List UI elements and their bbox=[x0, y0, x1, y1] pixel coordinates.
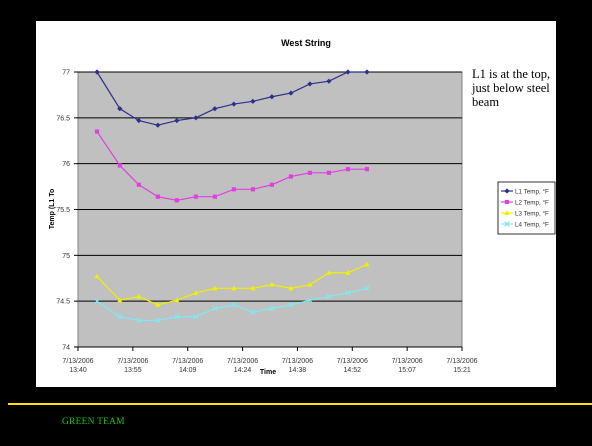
footer-label: GREEN TEAM bbox=[62, 417, 125, 427]
data-point-l2 bbox=[94, 129, 100, 134]
x-tick-label: 14:24 bbox=[234, 367, 252, 374]
x-axis-label: Time bbox=[260, 369, 276, 376]
data-point-l1 bbox=[269, 94, 275, 100]
data-point-l2 bbox=[364, 167, 370, 172]
data-point-l2 bbox=[193, 194, 198, 199]
x-tick-label: 7/13/2006 bbox=[227, 358, 258, 365]
annotation-text: L1 is at the top, just below steel beam bbox=[472, 67, 551, 109]
data-point-l4 bbox=[326, 293, 332, 300]
y-tick-label: 75 bbox=[62, 253, 70, 260]
data-point-l2 bbox=[212, 194, 217, 199]
y-tick-label: 74.5 bbox=[56, 299, 70, 306]
x-tick-label: 14:09 bbox=[179, 367, 197, 374]
data-point-l3 bbox=[250, 285, 256, 291]
data-point-l4 bbox=[117, 314, 123, 320]
data-point-l4 bbox=[212, 305, 218, 312]
data-point-l1 bbox=[193, 115, 199, 121]
data-point-l4 bbox=[288, 302, 294, 308]
data-point-l4 bbox=[250, 309, 256, 315]
data-point-l1 bbox=[212, 106, 218, 112]
data-point-l4 bbox=[136, 317, 142, 324]
data-point-l4 bbox=[155, 317, 161, 324]
data-point-l3 bbox=[345, 269, 351, 275]
data-point-l1 bbox=[155, 122, 161, 128]
x-tick-label: 15:07 bbox=[398, 367, 416, 374]
x-tick-label: 14:38 bbox=[289, 367, 307, 374]
x-tick-label: 7/13/2006 bbox=[117, 358, 148, 365]
data-point-l1 bbox=[288, 90, 294, 96]
data-point-l3 bbox=[94, 273, 100, 279]
y-tick-label: 76 bbox=[62, 161, 70, 168]
data-point-l3 bbox=[288, 285, 294, 291]
data-point-l4 bbox=[94, 298, 100, 304]
data-point-l4 bbox=[193, 314, 199, 320]
x-tick-label: 7/13/2006 bbox=[172, 358, 203, 365]
footer-divider bbox=[8, 403, 592, 405]
y-axis-label: Temp (L1 To bbox=[49, 189, 56, 230]
x-tick-label: 7/13/2006 bbox=[446, 358, 477, 365]
data-point-l3 bbox=[174, 297, 180, 303]
data-point-l3 bbox=[364, 261, 370, 267]
x-tick-label: 13:40 bbox=[69, 367, 87, 374]
legend-label: L4 Temp, °F bbox=[515, 220, 549, 228]
data-point-l4 bbox=[174, 314, 180, 320]
data-point-l3 bbox=[307, 281, 313, 287]
x-tick-label: 7/13/2006 bbox=[337, 358, 368, 365]
legend-marker bbox=[504, 188, 510, 194]
data-point-l3 bbox=[136, 293, 142, 299]
data-point-l2 bbox=[345, 167, 351, 172]
x-tick-label: 7/13/2006 bbox=[62, 358, 93, 365]
data-point-l2 bbox=[288, 174, 294, 179]
data-point-l3 bbox=[155, 302, 161, 307]
data-point-l1 bbox=[174, 117, 180, 124]
legend-marker bbox=[504, 221, 510, 227]
legend-label: L2 Temp, °F bbox=[515, 198, 549, 206]
data-point-l3 bbox=[193, 290, 199, 295]
data-point-l4 bbox=[307, 297, 313, 303]
data-point-l4 bbox=[345, 290, 351, 296]
x-tick-label: 13:55 bbox=[124, 367, 142, 374]
data-point-l2 bbox=[231, 187, 236, 192]
data-point-l2 bbox=[326, 170, 332, 175]
y-tick-label: 75.5 bbox=[56, 207, 70, 214]
data-point-l1 bbox=[326, 78, 332, 84]
x-tick-label: 14:52 bbox=[344, 367, 362, 374]
data-point-l3 bbox=[269, 281, 275, 287]
data-point-l1 bbox=[364, 69, 370, 75]
data-point-l2 bbox=[307, 170, 313, 175]
data-point-l1 bbox=[250, 98, 256, 104]
data-point-l2 bbox=[136, 182, 141, 187]
y-tick-label: 74 bbox=[62, 345, 70, 352]
x-tick-label: 15:21 bbox=[453, 367, 471, 374]
data-point-l2 bbox=[117, 163, 122, 168]
x-tick-label: 7/13/2006 bbox=[282, 358, 313, 365]
y-tick-label: 77 bbox=[62, 70, 70, 77]
data-point-l4 bbox=[269, 305, 275, 312]
data-point-l3 bbox=[117, 297, 123, 303]
line-chart: 74 74.5 75 75.5 76 76.5 77 7/13/2006 13:40 7/13/2… bbox=[49, 38, 556, 376]
data-point-l1 bbox=[136, 117, 142, 124]
x-tick-label: 7/13/2006 bbox=[392, 358, 423, 365]
legend-marker bbox=[504, 199, 510, 205]
legend-label: L1 Temp, °F bbox=[515, 187, 549, 195]
chart-panel: 74 74.5 75 75.5 76 76.5 77 7/13/2006 13:40 7/13/2… bbox=[36, 21, 556, 387]
data-point-l2 bbox=[250, 187, 255, 192]
data-point-l3 bbox=[212, 285, 218, 291]
data-point-l2 bbox=[155, 194, 160, 199]
data-point-l2 bbox=[269, 182, 275, 187]
y-tick-label: 76.5 bbox=[56, 115, 70, 122]
legend-label: L3 Temp, °F bbox=[515, 209, 549, 217]
chart-title: West String bbox=[281, 38, 331, 48]
data-point-l3 bbox=[326, 269, 332, 275]
data-point-l1 bbox=[231, 101, 237, 107]
data-point-l4 bbox=[364, 285, 370, 292]
data-point-l4 bbox=[231, 302, 237, 308]
legend-marker bbox=[504, 210, 510, 215]
data-point-l1 bbox=[307, 81, 313, 87]
data-point-l2 bbox=[174, 198, 179, 203]
data-point-l1 bbox=[117, 106, 123, 112]
data-point-l3 bbox=[231, 285, 237, 291]
